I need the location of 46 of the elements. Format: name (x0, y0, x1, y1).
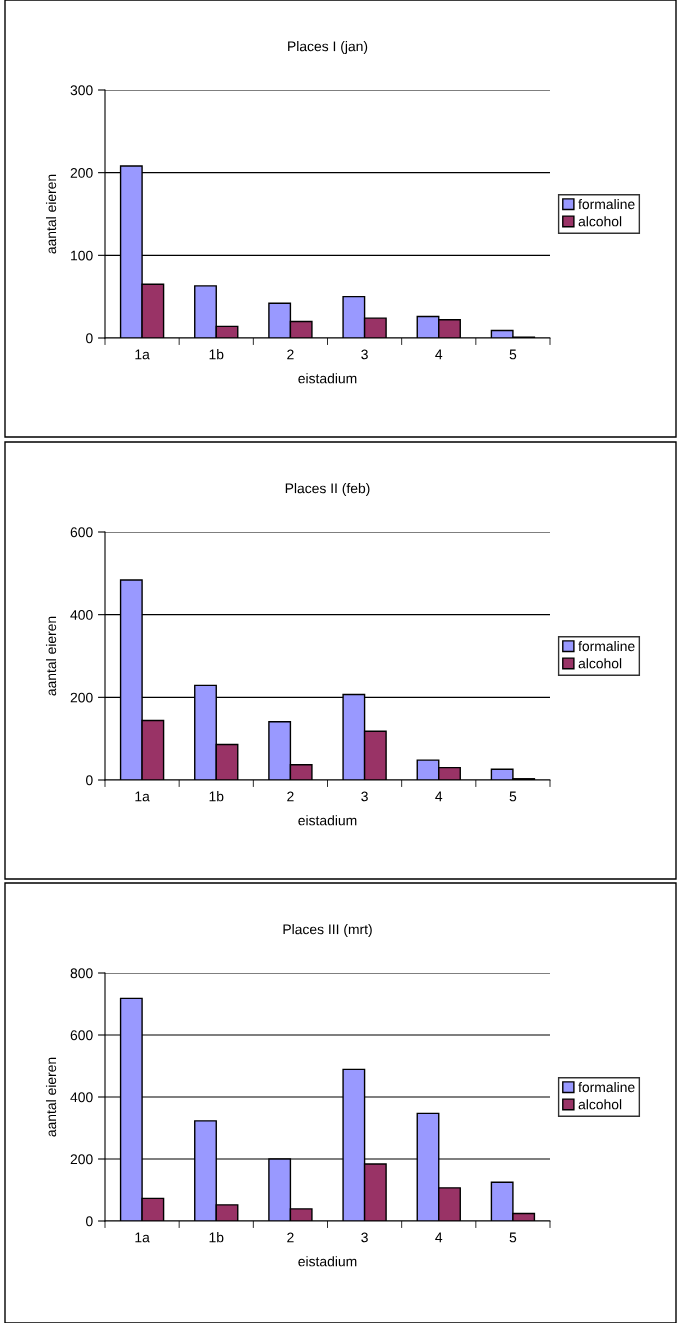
x-tick-label: 4 (435, 1232, 443, 1243)
x-tick-label: 4 (435, 791, 443, 802)
y-tick-label: 600 (70, 527, 93, 538)
y-tick-label: 100 (71, 250, 93, 261)
y-tick-label: 400 (70, 1092, 93, 1103)
x-axis-title: eistadium (298, 815, 357, 826)
legend-label: formaline (578, 640, 635, 652)
x-tick-label: 4 (435, 349, 443, 360)
x-tick-label: 5 (509, 1232, 517, 1243)
x-tick-label: 2 (287, 1232, 294, 1243)
x-tick-label: 3 (361, 1232, 368, 1243)
y-tick-label: 300 (70, 85, 93, 96)
y-tick-label: 0 (86, 775, 93, 786)
chart-title: Places III (mrt) (283, 924, 372, 937)
x-tick-label: 1b (209, 349, 224, 360)
x-tick-label: 3 (361, 349, 368, 360)
y-tick-label: 800 (70, 968, 93, 979)
x-axis-title: eistadium (298, 373, 357, 384)
y-tick-label: 0 (86, 1216, 93, 1227)
x-tick-label: 2 (287, 349, 294, 360)
legend-label: formaline (578, 198, 635, 210)
x-tick-label: 3 (361, 791, 368, 802)
chart-title: Places I (jan) (288, 41, 368, 54)
x-axis-title: eistadium (298, 1256, 357, 1267)
y-tick-label: 200 (70, 692, 93, 703)
x-tick-label: 5 (509, 791, 517, 802)
x-tick-label: 1b (209, 1232, 224, 1243)
legend-label: alcohol (578, 216, 622, 227)
legend-label: alcohol (578, 658, 622, 669)
x-tick-label: 1a (135, 1232, 150, 1243)
y-tick-label: 600 (70, 1030, 93, 1041)
x-tick-label: 1b (209, 791, 224, 802)
x-tick-label: 1a (135, 791, 150, 802)
legend-label: formaline (578, 1081, 635, 1093)
x-tick-label: 1a (135, 349, 150, 360)
legend-label: alcohol (578, 1099, 622, 1110)
x-tick-label: 2 (287, 791, 294, 802)
y-tick-label: 200 (70, 168, 93, 178)
y-tick-label: 0 (86, 333, 93, 344)
y-axis-title: aantal eieren (45, 616, 57, 696)
y-tick-label: 200 (70, 1154, 93, 1165)
y-tick-label: 400 (70, 610, 93, 620)
chart-title: Places II (feb) (285, 483, 370, 496)
y-axis-title: aantal eieren (45, 174, 57, 254)
y-axis-title: aantal eieren (45, 1057, 57, 1137)
x-tick-label: 5 (509, 349, 517, 360)
